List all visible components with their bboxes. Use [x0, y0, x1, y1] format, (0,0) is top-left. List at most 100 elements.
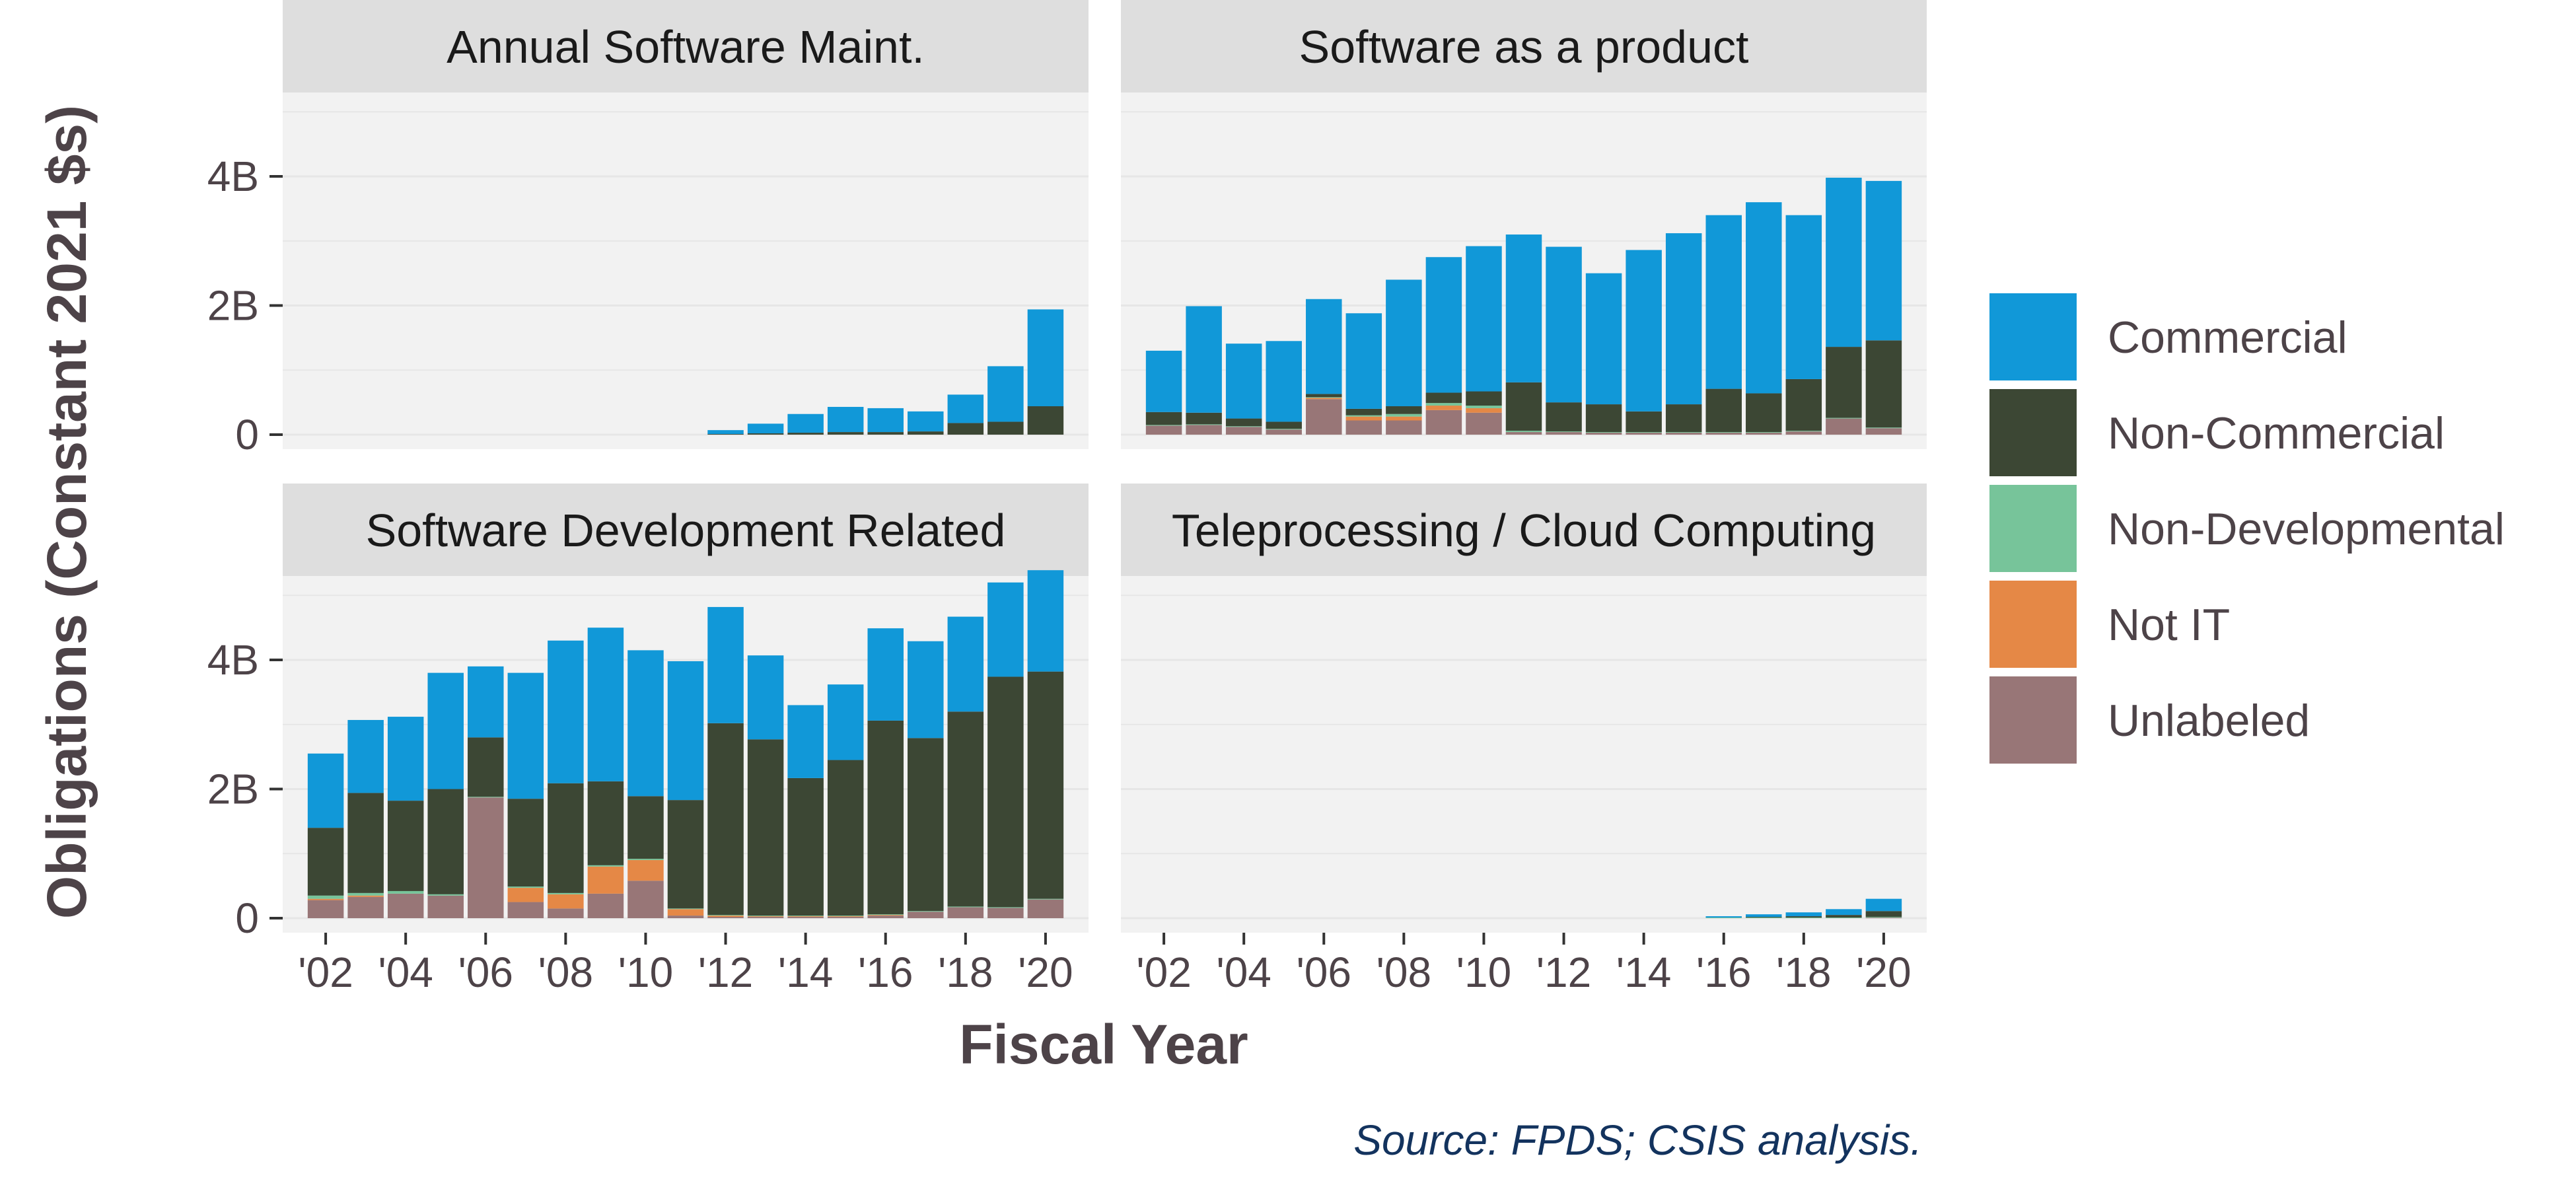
- bar-commercial-2003: [1186, 306, 1222, 413]
- bar-non-developmental-2007: [507, 886, 544, 888]
- bar-not-it-2007: [1345, 416, 1382, 421]
- bar-not-it-2012: [707, 916, 744, 918]
- bar-commercial-2012: [707, 606, 744, 723]
- bar-non-developmental-2020: [1027, 898, 1064, 900]
- bar-non-commercial-2014: [787, 777, 824, 916]
- bar-non-developmental-2011: [667, 908, 704, 910]
- bar-non-developmental-2007: [1345, 415, 1382, 417]
- bar-non-commercial-2014: [787, 433, 824, 435]
- bar-non-commercial-2019: [987, 421, 1024, 435]
- x-tick-label: '02: [298, 949, 353, 996]
- bar-commercial-2013: [747, 423, 784, 434]
- bar-non-commercial-2012: [707, 434, 744, 435]
- bar-unlabeled-2015: [827, 917, 864, 918]
- bar-commercial-2007: [1345, 313, 1382, 409]
- bar-unlabeled-2003: [1186, 425, 1222, 435]
- bar-commercial-2009: [1425, 257, 1462, 393]
- legend-swatch: [1987, 386, 2079, 479]
- y-tick-label: 0: [235, 411, 259, 458]
- bar-commercial-2020: [1027, 309, 1064, 406]
- bar-commercial-2010: [1466, 246, 1502, 392]
- bar-non-developmental-2013: [1585, 432, 1622, 433]
- legend-label: Not IT: [2108, 600, 2230, 650]
- bar-non-commercial-2020: [1865, 911, 1902, 918]
- bar-not-it-2003: [347, 895, 384, 897]
- bar-unlabeled-2002: [307, 900, 344, 918]
- y-tick-label: 0: [235, 894, 259, 942]
- legend-swatch: [1987, 482, 2079, 575]
- bar-unlabeled-2019: [987, 908, 1024, 918]
- bar-non-commercial-2012: [1546, 402, 1582, 432]
- bar-commercial-2008: [1386, 279, 1422, 406]
- plot-background: [283, 92, 1089, 449]
- bar-non-developmental-2010: [627, 859, 664, 861]
- bar-non-developmental-2014: [1626, 432, 1662, 433]
- x-tick-label: '04: [378, 949, 433, 996]
- bar-non-commercial-2006: [468, 737, 504, 797]
- bar-commercial-2018: [1785, 215, 1822, 379]
- x-tick-label: '16: [1696, 949, 1751, 996]
- facet-strip: [283, 484, 1089, 576]
- bar-non-commercial-2003: [347, 793, 384, 893]
- bar-commercial-2009: [587, 628, 624, 781]
- bar-commercial-2017: [908, 641, 944, 739]
- y-axis-title: Obligations (Constant 2021 $s): [36, 105, 98, 919]
- bar-not-it-2015: [827, 916, 864, 918]
- bar-non-commercial-2004: [1225, 418, 1262, 427]
- bar-commercial-2019: [1826, 178, 1862, 347]
- bar-non-commercial-2020: [1027, 406, 1064, 435]
- bar-commercial-2010: [627, 650, 664, 797]
- bar-not-it-2008: [548, 894, 584, 909]
- bar-non-commercial-2009: [1425, 392, 1462, 404]
- x-axis-title: Fiscal Year: [959, 1013, 1248, 1075]
- legend-label: Commercial: [2108, 312, 2347, 363]
- facet-strip-label: Software as a product: [1299, 21, 1749, 73]
- bar-commercial-2016: [1705, 215, 1742, 389]
- bar-non-commercial-2017: [908, 738, 944, 912]
- legend: Commercial Non-Commercial Non-Developmenta…: [1987, 291, 2505, 766]
- bar-commercial-2018: [1785, 912, 1822, 917]
- bar-non-commercial-2016: [867, 432, 904, 435]
- bar-unlabeled-2007: [507, 902, 544, 918]
- bar-unlabeled-2005: [427, 895, 464, 918]
- x-tick-label: '12: [1536, 949, 1591, 996]
- bar-non-developmental-2002: [307, 895, 344, 899]
- bar-not-it-2011: [667, 909, 704, 916]
- bar-unlabeled-2009: [1425, 410, 1462, 435]
- bar-non-developmental-2015: [1665, 432, 1702, 433]
- bar-not-it-2014: [787, 916, 824, 918]
- bar-unlabeled-2020: [1865, 428, 1902, 435]
- bar-unlabeled-2003: [347, 896, 384, 918]
- bar-unlabeled-2018: [1785, 431, 1822, 435]
- bar-commercial-2016: [1705, 916, 1742, 918]
- bar-commercial-2019: [987, 366, 1024, 422]
- bar-non-developmental-2017: [1746, 432, 1782, 433]
- bar-commercial-2017: [908, 411, 944, 432]
- bar-unlabeled-2016: [867, 916, 904, 918]
- bar-not-it-2016: [867, 915, 904, 916]
- facet-panel-annual-software-maint: Annual Software Maint. 0 2B 4B: [207, 0, 1089, 458]
- bar-non-commercial-2014: [1626, 411, 1662, 433]
- bar-non-commercial-2015: [1665, 404, 1702, 433]
- x-tick-label: '02: [1136, 949, 1191, 996]
- bar-non-commercial-2005: [1266, 421, 1302, 429]
- legend-label: Non-Commercial: [2108, 408, 2445, 458]
- plot-background: [1121, 576, 1927, 933]
- bar-commercial-2016: [867, 628, 904, 721]
- bar-unlabeled-2010: [1466, 412, 1502, 435]
- bar-non-commercial-2018: [947, 423, 984, 435]
- x-tick-label: '20: [1856, 949, 1911, 996]
- facet-panels: Annual Software Maint. 0 2B 4B Software as a…: [207, 0, 1927, 996]
- bar-unlabeled-2017: [1746, 433, 1782, 435]
- bar-non-commercial-2017: [1746, 917, 1782, 918]
- y-tick-label: 2B: [207, 766, 259, 813]
- x-tick-label: '14: [1616, 949, 1671, 996]
- facet-panel-teleprocessing-cloud-computing: Teleprocessing / Cloud Computing '02 '04 '0…: [1121, 484, 1927, 996]
- bar-non-commercial-2020: [1027, 671, 1064, 899]
- bar-unlabeled-2006: [1306, 399, 1342, 435]
- bar-commercial-2005: [1266, 341, 1302, 422]
- bar-non-commercial-2019: [1826, 347, 1862, 418]
- bar-not-it-2007: [507, 888, 544, 902]
- bar-commercial-2008: [548, 640, 584, 783]
- bar-commercial-2006: [468, 666, 504, 738]
